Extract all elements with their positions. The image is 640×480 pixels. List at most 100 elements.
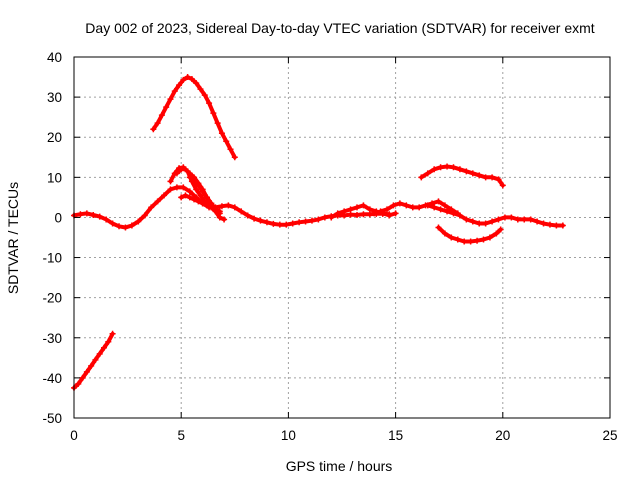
- data-point: [495, 176, 502, 183]
- data-point: [341, 208, 348, 215]
- data-point: [223, 138, 230, 145]
- data-point: [176, 82, 183, 89]
- data-point: [456, 212, 463, 219]
- data-point: [188, 76, 195, 83]
- data-point: [390, 202, 397, 209]
- data-point: [218, 203, 225, 210]
- data-point: [201, 92, 208, 99]
- data-point: [216, 210, 223, 217]
- data-point: [197, 86, 204, 93]
- data-point: [148, 204, 155, 211]
- grid-lines: [74, 57, 610, 418]
- y-tick-label: 30: [47, 90, 62, 105]
- x-tick-label: 25: [602, 428, 617, 443]
- data-point: [154, 120, 161, 127]
- data-point: [191, 196, 198, 203]
- data-point: [489, 174, 496, 181]
- data-point: [195, 198, 202, 205]
- data-point: [527, 216, 534, 223]
- data-series: [71, 74, 566, 391]
- series-arc-late-neg: [436, 225, 503, 244]
- data-point: [308, 217, 315, 224]
- data-point: [444, 208, 451, 215]
- data-point: [461, 238, 468, 245]
- data-point: [178, 194, 185, 201]
- data-point: [186, 194, 193, 201]
- data-point: [480, 236, 487, 243]
- data-point: [486, 234, 493, 241]
- data-point: [105, 338, 112, 345]
- data-point: [347, 206, 354, 213]
- data-point: [354, 212, 361, 219]
- data-point: [203, 202, 210, 209]
- data-point: [186, 188, 193, 195]
- series-arc-neg-start: [72, 331, 115, 390]
- data-point: [328, 214, 335, 221]
- data-point: [116, 223, 123, 230]
- data-point: [315, 216, 322, 223]
- data-point: [450, 210, 457, 217]
- x-tick-label: 0: [70, 428, 78, 443]
- y-tick-label: 10: [47, 170, 62, 185]
- data-point: [482, 174, 489, 181]
- data-point: [497, 226, 504, 233]
- data-point: [482, 220, 489, 227]
- data-point: [431, 204, 438, 211]
- data-point: [77, 211, 84, 218]
- x-tick-label: 15: [388, 428, 403, 443]
- data-point: [96, 350, 103, 357]
- y-tick-label: -40: [42, 371, 62, 386]
- data-point: [493, 230, 500, 237]
- data-point: [476, 172, 483, 179]
- y-tick-label: -10: [42, 251, 62, 266]
- data-point: [193, 80, 200, 87]
- data-point: [559, 222, 566, 229]
- data-point: [208, 200, 215, 207]
- data-point: [167, 178, 174, 185]
- data-point: [214, 120, 221, 127]
- data-point: [321, 214, 328, 221]
- data-point: [386, 212, 393, 219]
- data-point: [441, 202, 448, 209]
- data-point: [437, 206, 444, 213]
- data-point: [441, 230, 448, 237]
- data-point: [534, 218, 541, 225]
- data-point: [553, 222, 560, 229]
- data-point: [437, 164, 444, 171]
- x-axis-label: GPS time / hours: [286, 458, 393, 474]
- data-point: [354, 204, 361, 211]
- data-point: [384, 206, 391, 213]
- data-point: [251, 215, 258, 222]
- data-point: [163, 104, 170, 111]
- data-point: [469, 218, 476, 225]
- data-point: [184, 74, 191, 81]
- data-point: [158, 112, 165, 119]
- data-point: [366, 206, 373, 213]
- data-point: [96, 213, 103, 220]
- data-point: [182, 192, 189, 199]
- data-point: [197, 192, 204, 199]
- data-point: [161, 192, 168, 199]
- data-point: [238, 208, 245, 215]
- data-point: [435, 224, 442, 231]
- y-tick-label: 0: [54, 210, 62, 225]
- data-point: [191, 178, 198, 185]
- data-point: [424, 202, 431, 209]
- series-arc-late-main: [425, 203, 565, 228]
- data-point: [424, 170, 431, 177]
- data-point: [109, 330, 116, 337]
- data-point: [418, 174, 425, 181]
- data-point: [173, 184, 180, 191]
- data-point: [283, 221, 290, 228]
- data-point: [463, 216, 470, 223]
- data-point: [377, 208, 384, 215]
- data-point: [347, 211, 354, 218]
- series-arc-hump-35: [151, 75, 237, 160]
- data-point: [450, 164, 457, 171]
- data-point: [103, 216, 110, 223]
- data-point: [501, 214, 508, 221]
- data-point: [474, 237, 481, 244]
- data-point: [186, 174, 193, 181]
- data-point: [514, 216, 521, 223]
